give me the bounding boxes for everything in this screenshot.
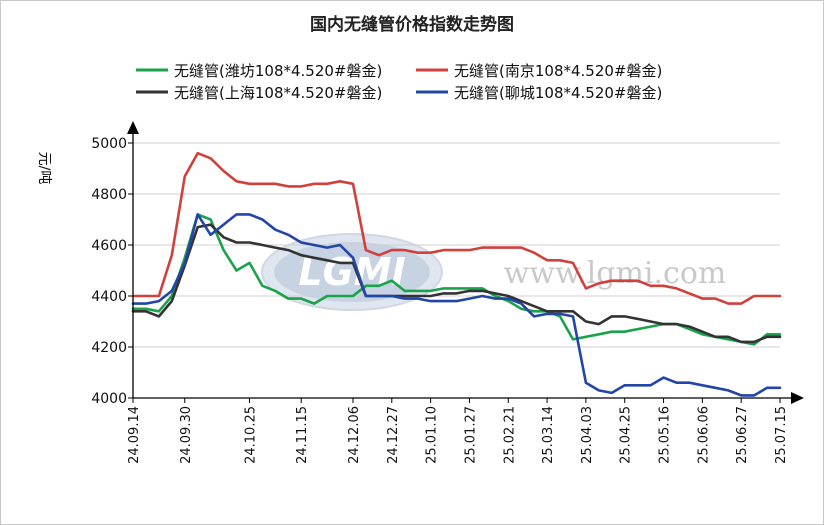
legend-label-0: 无缝管(潍坊108*4.520#磐金) (174, 62, 382, 80)
y-tick-label: 5000 (91, 136, 127, 152)
series-line-1 (131, 151, 782, 305)
x-tick-label: 25.05.16 (658, 406, 673, 464)
y-axis-ticks: 4000 4200 4400 4600 4800 5000 (91, 136, 133, 407)
legend-label-1: 无缝管(南京108*4.520#磐金) (454, 62, 662, 80)
x-tick-label: 25.02.21 (502, 406, 517, 464)
x-tick-label: 25.07.15 (774, 406, 789, 464)
y-tick-label: 4600 (91, 238, 127, 254)
y-axis-label: 元/吨 (36, 152, 52, 185)
x-tick-label: 25.06.06 (696, 406, 711, 464)
x-tick-label: 24.09.30 (179, 406, 194, 464)
gridlines (133, 142, 780, 348)
legend-label-2: 无缝管(上海108*4.520#磐金) (174, 84, 382, 102)
legend: 无缝管(潍坊108*4.520#磐金) 无缝管(南京108*4.520#磐金) 无缝… (136, 62, 662, 102)
x-tick-label: 25.06.27 (735, 406, 750, 464)
x-tick-label: 25.01.10 (425, 406, 440, 464)
legend-label-3: 无缝管(聊城108*4.520#磐金) (454, 84, 662, 102)
x-tick-label: 24.12.06 (347, 406, 362, 464)
series-line-2 (131, 223, 782, 344)
y-tick-label: 4200 (91, 340, 127, 356)
x-tick-label: 24.09.14 (127, 406, 142, 464)
series-lines (131, 151, 782, 397)
x-tick-label: 25.01.27 (463, 406, 478, 464)
x-tick-label: 25.04.25 (619, 406, 634, 464)
y-tick-label: 4000 (91, 391, 127, 407)
x-tick-label: 24.11.15 (295, 406, 310, 464)
y-axis-arrow (127, 121, 139, 134)
chart-title: 国内无缝管价格指数走势图 (310, 14, 514, 35)
x-tick-label: 24.10.25 (243, 406, 258, 464)
x-axis-arrow (791, 392, 804, 404)
x-tick-label: 24.12.27 (386, 406, 401, 464)
y-tick-label: 4400 (91, 289, 127, 305)
series-line-3 (131, 213, 782, 397)
x-tick-label: 25.03.14 (541, 406, 556, 464)
y-tick-label: 4800 (91, 187, 127, 203)
x-axis-ticks: 24.09.14 24.09.30 24.10.25 24.11.15 24.12.06… (127, 398, 789, 464)
x-tick-label: 25.04.03 (580, 406, 595, 464)
watermark: LGMI www.lgmi.com (261, 233, 727, 311)
watermark-url: www.lgmi.com (504, 256, 727, 291)
